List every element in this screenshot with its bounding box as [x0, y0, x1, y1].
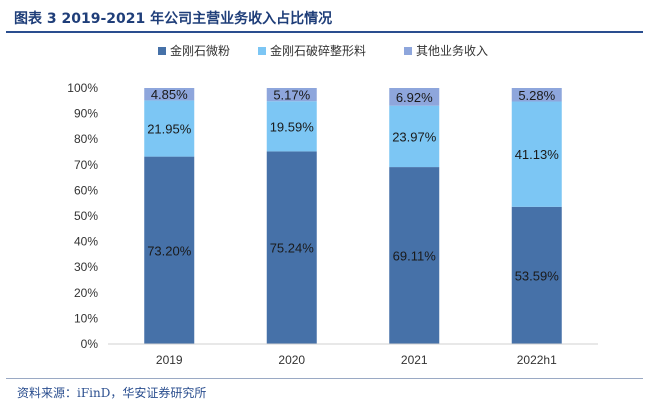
- x-tick-label: 2020: [278, 353, 305, 367]
- bar-segment: [144, 156, 195, 344]
- y-tick-label: 30%: [74, 260, 98, 274]
- y-axis: 0% 10% 20% 30% 40% 50% 60% 70% 80% 90% 100%: [67, 81, 98, 351]
- chart-title: 图表 3 2019-2021 年公司主营业务收入占比情况: [14, 11, 333, 27]
- bar-segment: [266, 151, 317, 344]
- legend-swatch-0: [158, 47, 166, 55]
- bar-segment: [511, 101, 562, 207]
- bar-segment: [389, 105, 440, 168]
- data-label: 75.24%: [270, 241, 315, 256]
- y-tick-label: 10%: [74, 311, 98, 325]
- bar-segment: [144, 100, 195, 157]
- legend: 金刚石微粉 金刚石破碎整形料 其他业务收入: [158, 43, 488, 58]
- data-label: 73.20%: [147, 243, 192, 258]
- x-tick-label: 2021: [401, 353, 428, 367]
- legend-swatch-2: [404, 47, 412, 55]
- data-label: 53.59%: [515, 268, 560, 283]
- x-tick-label: 2019: [156, 353, 183, 367]
- y-tick-label: 80%: [74, 132, 98, 146]
- x-tick-label: 2022h1: [517, 353, 557, 367]
- bars: 73.20% 21.95% 4.85% 75.24% 19.59% 5.17% 69.11%…: [144, 87, 562, 344]
- data-label: 21.95%: [147, 122, 192, 137]
- footer-divider: [6, 378, 643, 379]
- y-tick-label: 40%: [74, 235, 98, 249]
- data-label: 69.11%: [393, 249, 437, 264]
- bar-segment: [511, 206, 562, 344]
- bar-segment: [144, 88, 195, 101]
- x-axis: 2019 2020 2021 2022h1: [108, 343, 598, 367]
- y-tick-label: 0%: [81, 337, 99, 351]
- y-tick-label: 100%: [67, 81, 98, 95]
- data-label: 41.13%: [515, 147, 560, 162]
- data-label: 19.59%: [270, 119, 315, 134]
- data-label: 5.28%: [518, 88, 555, 103]
- source-note: 资料来源：iFinD，华安证券研究所: [17, 386, 207, 400]
- y-tick-label: 90%: [74, 107, 98, 121]
- legend-label-1: 金刚石破碎整形料: [270, 43, 366, 58]
- data-label: 6.92%: [396, 90, 433, 105]
- legend-label-2: 其他业务收入: [416, 43, 488, 58]
- y-tick-label: 70%: [74, 158, 98, 172]
- bar-segment: [389, 88, 440, 106]
- legend-label-0: 金刚石微粉: [170, 43, 230, 58]
- data-label: 23.97%: [392, 129, 437, 144]
- title-divider: [6, 31, 643, 33]
- bar-segment: [266, 101, 317, 152]
- bar-segment: [266, 88, 317, 102]
- bar-segment: [511, 88, 562, 102]
- y-tick-label: 20%: [74, 286, 98, 300]
- data-label: 5.17%: [273, 88, 310, 103]
- bar-segment: [389, 167, 440, 344]
- data-label: 4.85%: [151, 87, 188, 102]
- y-tick-label: 60%: [74, 183, 98, 197]
- y-tick-label: 50%: [74, 209, 98, 223]
- legend-swatch-1: [258, 47, 266, 55]
